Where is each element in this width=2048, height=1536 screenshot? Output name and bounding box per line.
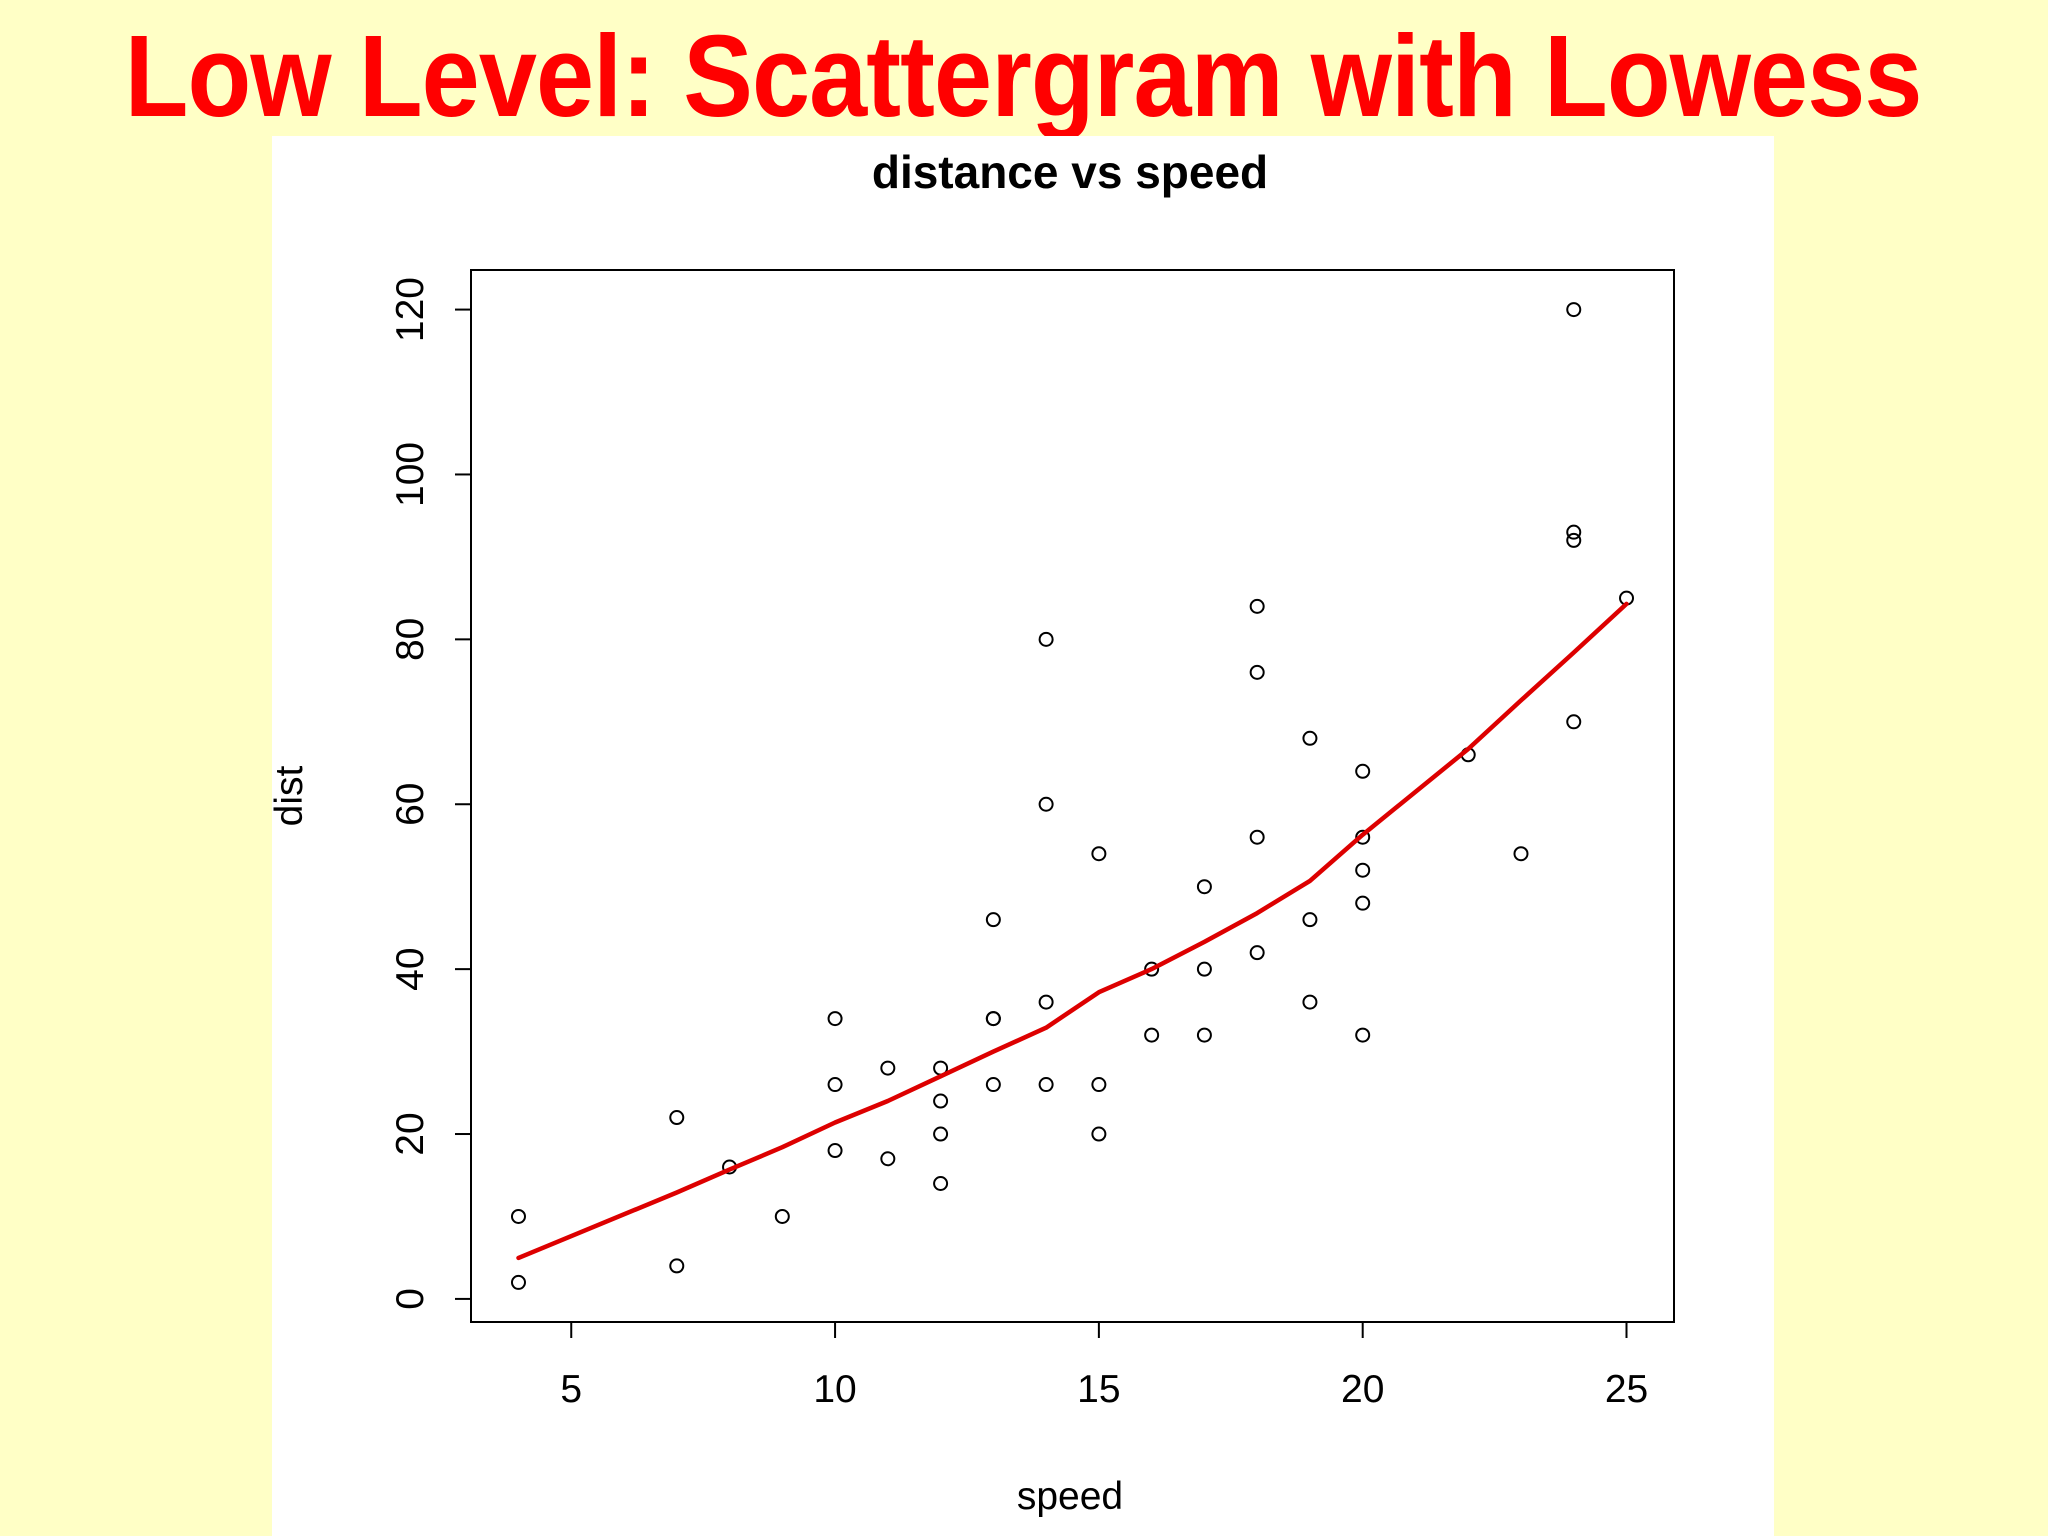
y-tick-label: 100	[389, 442, 432, 507]
data-point	[880, 1060, 896, 1076]
data-point	[1196, 961, 1212, 977]
data-point	[985, 1077, 1001, 1093]
y-axis-label: dist	[272, 765, 311, 826]
data-point	[1566, 524, 1582, 540]
x-axis-label: speed	[1017, 1475, 1123, 1518]
data-point	[1038, 994, 1054, 1010]
y-tick-label: 120	[389, 277, 432, 342]
data-point	[827, 1143, 843, 1159]
plot-frame	[470, 269, 1675, 1323]
data-point	[1091, 1126, 1107, 1142]
x-tick-label: 10	[813, 1368, 856, 1411]
data-point	[1355, 1027, 1371, 1043]
data-point	[669, 1258, 685, 1274]
data-point	[510, 1274, 526, 1290]
data-point	[1249, 829, 1265, 845]
data-point	[933, 1175, 949, 1191]
data-point	[1566, 714, 1582, 730]
data-point	[1144, 1027, 1160, 1043]
slide-title: Low Level: Scattergram with Lowess	[124, 11, 1923, 141]
data-point	[1091, 1077, 1107, 1093]
data-point	[1038, 631, 1054, 647]
data-point	[933, 1126, 949, 1142]
data-point	[933, 1093, 949, 1109]
data-point	[774, 1208, 790, 1224]
y-tick-label: 40	[389, 947, 432, 990]
data-point	[1302, 994, 1318, 1010]
data-point	[985, 1011, 1001, 1027]
plot-panel: distance vs speed 5 10 15 20 25 0 20 40 60 80 100…	[272, 136, 1774, 1536]
data-point	[1196, 879, 1212, 895]
x-tick-label: 15	[1077, 1368, 1120, 1411]
data-point	[985, 912, 1001, 928]
data-point	[1038, 1077, 1054, 1093]
scatter-chart: distance vs speed 5 10 15 20 25 0 20 40 60 80 100…	[272, 146, 1675, 1518]
data-point	[880, 1151, 896, 1167]
data-point	[827, 1011, 843, 1027]
x-axis: 5 10 15 20 25	[560, 1321, 1648, 1411]
y-tick-label: 0	[389, 1288, 432, 1310]
data-point	[1091, 846, 1107, 862]
data-point	[1566, 532, 1582, 548]
data-points	[510, 302, 1635, 1290]
x-tick-label: 5	[560, 1368, 582, 1411]
data-point	[669, 1110, 685, 1126]
data-point	[1355, 862, 1371, 878]
data-point	[1144, 961, 1160, 977]
data-point	[510, 1208, 526, 1224]
data-point	[1196, 1027, 1212, 1043]
x-tick-label: 25	[1605, 1368, 1648, 1411]
data-point	[1249, 664, 1265, 680]
data-point	[1355, 763, 1371, 779]
data-point	[1513, 846, 1529, 862]
lowess-line	[516, 601, 1629, 1261]
data-point	[827, 1077, 843, 1093]
data-point	[1302, 912, 1318, 928]
data-point	[1249, 945, 1265, 961]
data-point	[1302, 730, 1318, 746]
data-point	[1249, 598, 1265, 614]
data-point	[1355, 895, 1371, 911]
data-point	[1355, 829, 1371, 845]
y-tick-label: 20	[389, 1112, 432, 1155]
y-tick-label: 60	[389, 783, 432, 826]
chart-title: distance vs speed	[872, 146, 1268, 198]
data-point	[1566, 302, 1582, 318]
x-tick-label: 20	[1341, 1368, 1384, 1411]
y-tick-label: 80	[389, 618, 432, 661]
y-axis: 0 20 40 60 80 100 120	[389, 277, 472, 1310]
data-point	[1038, 796, 1054, 812]
